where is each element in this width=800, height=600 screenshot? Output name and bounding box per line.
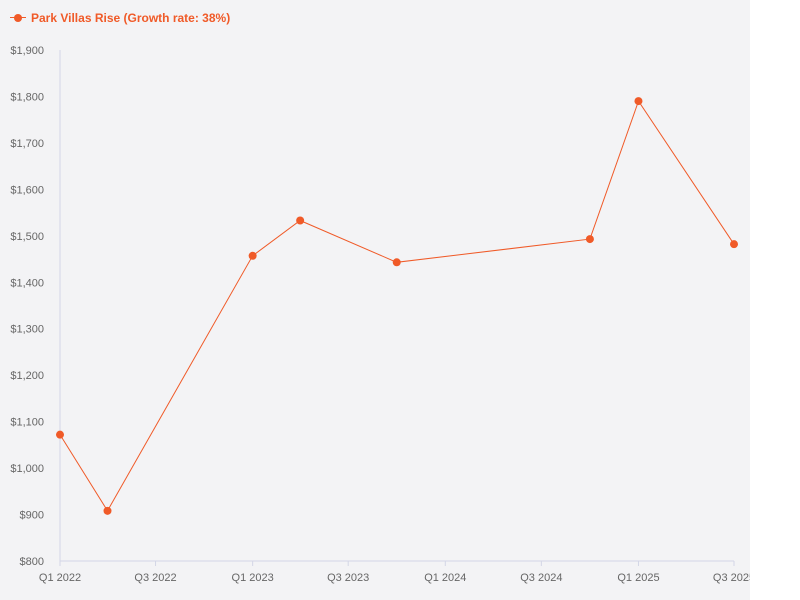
legend-label: Park Villas Rise (Growth rate: 38%)	[31, 11, 231, 25]
legend-marker-icon	[10, 8, 26, 28]
y-tick-label: $1,900	[10, 45, 44, 57]
data-point	[392, 258, 401, 267]
y-tick-label: $1,400	[10, 277, 44, 289]
data-point	[730, 240, 738, 249]
chart-panel: $800 $900 $1,000 $1,100 $1,200 $1,300 $1,400 $1…	[0, 0, 750, 600]
data-point	[248, 251, 257, 260]
data-point	[585, 235, 594, 244]
y-tick-label: $1,100	[10, 417, 44, 429]
y-tick-label: $1,300	[10, 324, 44, 336]
x-tick-label: Q1 2025	[617, 572, 659, 584]
x-tick-label: Q3 2022	[134, 572, 176, 584]
x-tick-label: Q3 2025	[713, 572, 750, 584]
x-tick-label: Q1 2023	[232, 572, 274, 584]
x-tick-label: Q1 2024	[424, 572, 466, 584]
line-chart: $800 $900 $1,000 $1,100 $1,200 $1,300 $1,400 $1…	[10, 45, 750, 584]
legend[interactable]: Park Villas Rise (Growth rate: 38%)	[10, 8, 230, 28]
data-point	[56, 430, 64, 439]
data-point	[296, 216, 305, 225]
x-tick-label: Q3 2024	[520, 572, 562, 584]
y-tick-label: $1,800	[10, 91, 44, 103]
y-tick-label: $1,500	[10, 231, 44, 243]
data-point	[103, 506, 112, 515]
y-tick-label: $1,000	[10, 463, 44, 475]
y-tick-label: $1,600	[10, 184, 44, 196]
series-line	[59, 99, 735, 512]
y-tick-label: $1,200	[10, 370, 44, 382]
data-point	[634, 97, 643, 106]
y-tick-label: $900	[20, 510, 44, 522]
y-tick-label: $1,700	[10, 138, 44, 150]
x-tick-label: Q3 2023	[327, 572, 369, 584]
y-tick-label: $800	[20, 556, 44, 568]
x-tick-label: Q1 2022	[39, 572, 81, 584]
